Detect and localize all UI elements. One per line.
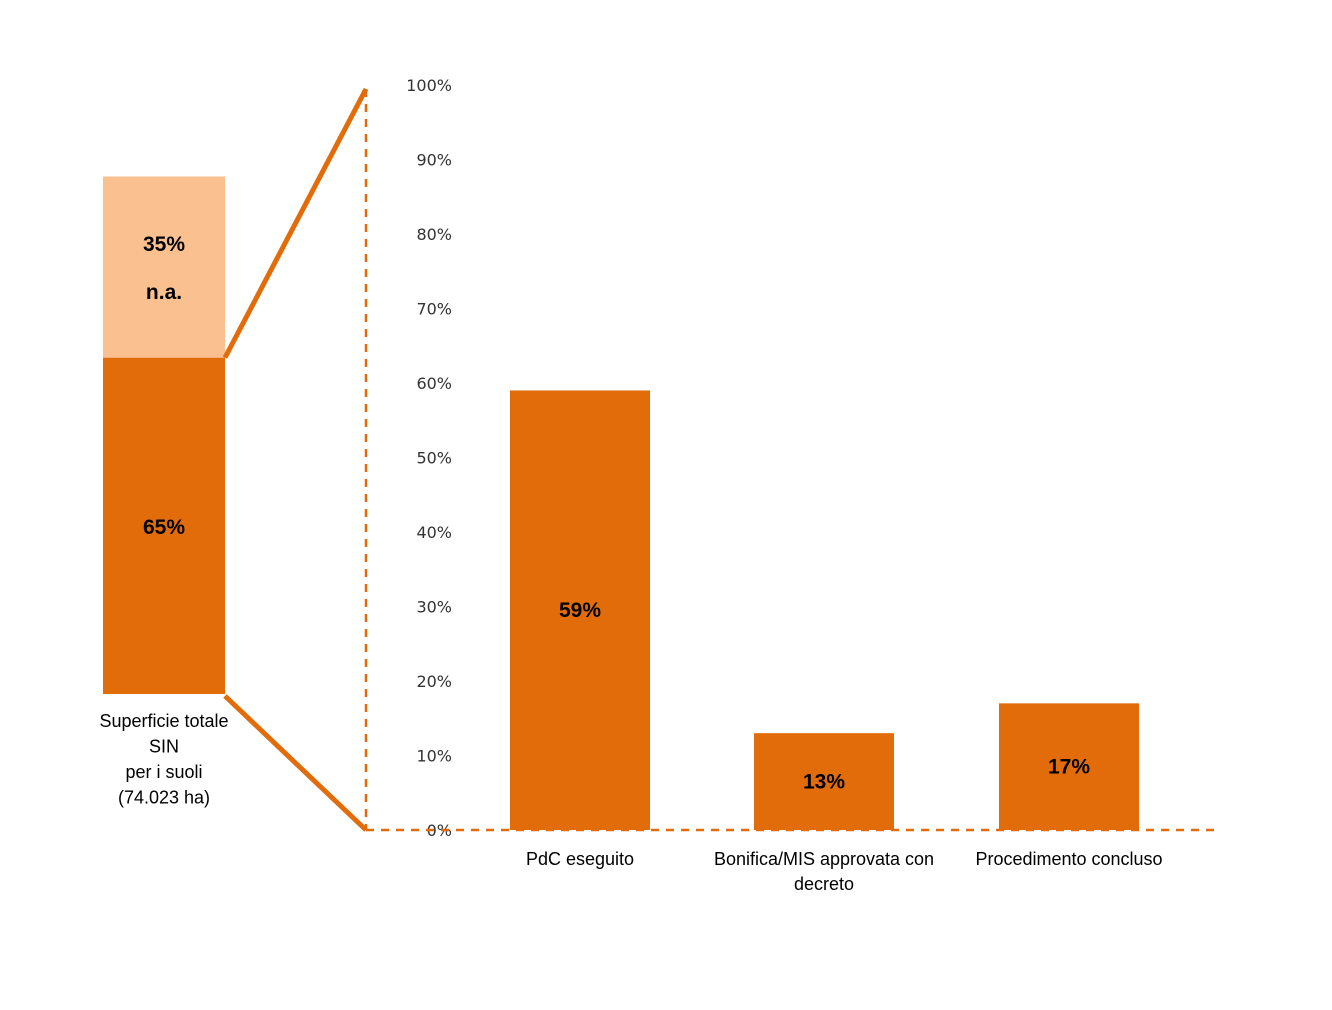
x-category-label: decreto (794, 874, 854, 894)
bar-1 (510, 390, 650, 830)
y-tick-label: 10% (416, 747, 452, 766)
y-tick-label: 40% (416, 523, 452, 542)
stack-category-label: Superficie totale (99, 711, 228, 731)
stack-segment-label: 35% (143, 233, 185, 256)
x-category-label: PdC eseguito (526, 849, 634, 869)
bar-data-label: 13% (803, 771, 845, 794)
zoom-connector-top (222, 87, 369, 359)
x-category-label: Bonifica/MIS approvata con (714, 849, 934, 869)
bar-data-label: 17% (1048, 756, 1090, 779)
y-tick-label: 90% (416, 151, 452, 170)
y-tick-label: 100% (406, 76, 452, 95)
y-tick-label: 20% (416, 672, 452, 691)
stack-category-label: per i suoli (125, 762, 202, 782)
bar-2 (754, 733, 894, 830)
y-tick-label: 70% (416, 300, 452, 319)
stack-segment-1 (103, 357, 225, 694)
stack-segment-2 (103, 176, 225, 358)
stack-segment-note: n.a. (146, 281, 182, 304)
y-tick-label: 50% (416, 449, 452, 468)
y-tick-label: 0% (427, 821, 452, 840)
x-category-label: Procedimento concluso (975, 849, 1162, 869)
stack-category-label: (74.023 ha) (118, 788, 210, 808)
stack-category-label: SIN (149, 737, 179, 757)
bar-data-label: 59% (559, 599, 601, 622)
y-tick-label: 30% (416, 598, 452, 617)
bar-3 (999, 703, 1139, 830)
y-tick-label: 60% (416, 374, 452, 393)
stack-segment-label: 65% (143, 516, 185, 539)
zoom-connector-bottom (223, 694, 368, 832)
y-tick-label: 80% (416, 225, 452, 244)
